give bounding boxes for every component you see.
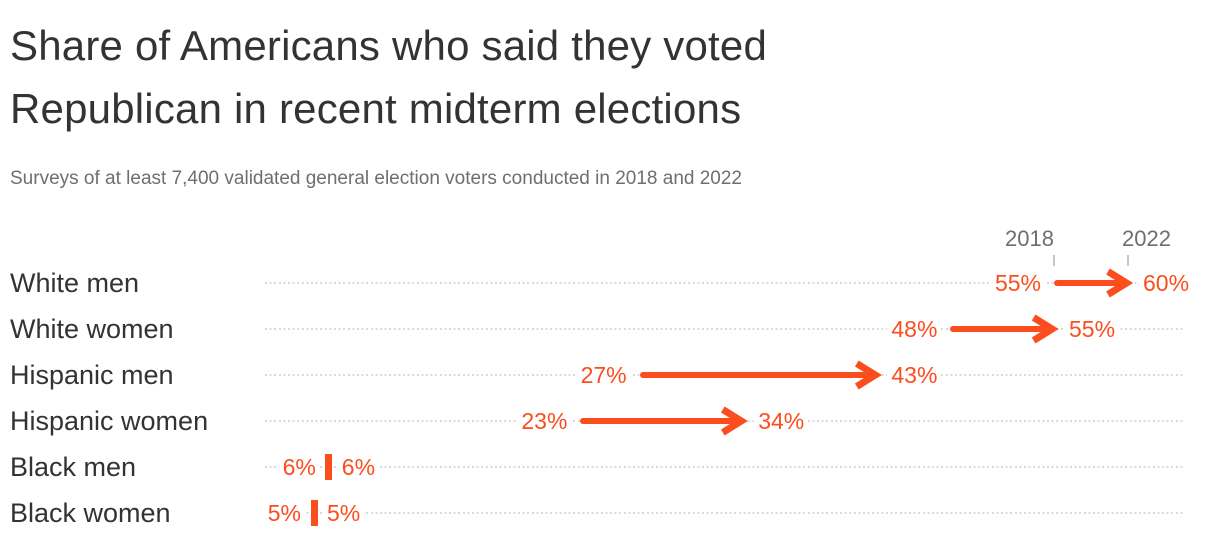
chart-row: Hispanic men 27% 43% xyxy=(0,352,1220,398)
value-label-2018: 55% xyxy=(990,260,1045,306)
category-label: Hispanic women xyxy=(10,406,209,436)
year-tick-2022 xyxy=(1127,255,1129,266)
row-leader-dots xyxy=(265,282,1185,284)
arrow-head xyxy=(854,360,882,390)
change-arrow xyxy=(580,406,749,436)
chart-subtitle: Surveys of at least 7,400 validated gene… xyxy=(10,168,743,189)
no-change-bar xyxy=(310,500,318,526)
value-label-2022: 6% xyxy=(337,444,380,490)
year-tick-2018 xyxy=(1053,255,1055,266)
change-arrow xyxy=(639,360,882,390)
value-label-2022: 43% xyxy=(887,352,942,398)
category-label: White men xyxy=(10,268,140,298)
value-label-2018: 48% xyxy=(887,306,942,352)
category-label: White women xyxy=(10,314,174,344)
year-label-2018: 2018 xyxy=(1005,226,1054,251)
value-label-2018: 6% xyxy=(278,444,320,490)
chart-row: White men 55% 60% xyxy=(0,260,1220,306)
arrow-head xyxy=(1106,268,1134,298)
arrow-head xyxy=(721,406,749,436)
row-leader-dots xyxy=(265,328,1185,330)
chart-row: Hispanic women 23% 34% xyxy=(0,398,1220,444)
value-label-2022: 5% xyxy=(323,490,365,536)
category-label: Hispanic men xyxy=(10,360,174,390)
change-arrow xyxy=(1054,268,1134,298)
year-label-2022: 2022 xyxy=(1122,226,1171,251)
chart-row: Black women 5% 5% xyxy=(0,490,1220,536)
no-change-bar xyxy=(325,454,333,480)
value-label-2018: 27% xyxy=(576,352,631,398)
value-label-2022: 60% xyxy=(1139,260,1194,306)
value-label-2022: 34% xyxy=(754,398,809,444)
value-label-2018: 23% xyxy=(517,398,572,444)
chart-row: Black men 6% 6% xyxy=(0,444,1220,490)
chart-title-line-2: Republican in recent midterm elections xyxy=(10,85,742,132)
value-label-2022: 55% xyxy=(1065,306,1120,352)
row-leader-dots xyxy=(265,512,1185,514)
chart-row: White women 48% 55% xyxy=(0,306,1220,352)
category-label: Black women xyxy=(10,498,171,528)
chart-title-line-1: Share of Americans who said they voted xyxy=(10,22,768,69)
change-arrow xyxy=(950,314,1060,344)
category-label: Black men xyxy=(10,452,137,482)
row-leader-dots xyxy=(265,466,1185,468)
chart-title: Share of Americans who said they voted R… xyxy=(10,14,767,140)
arrow-head xyxy=(1032,314,1060,344)
value-label-2018: 5% xyxy=(263,490,305,536)
